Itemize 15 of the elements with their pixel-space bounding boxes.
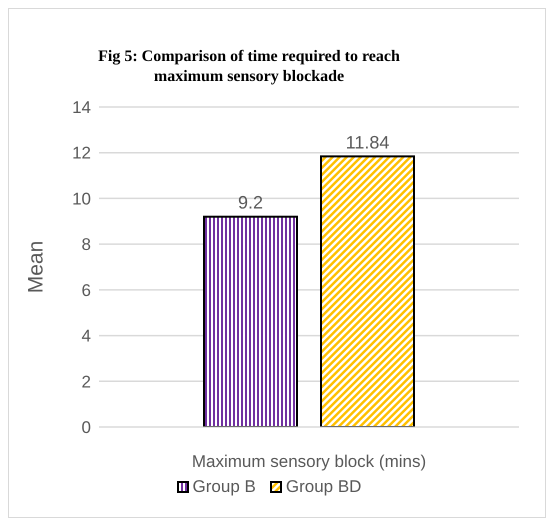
legend-label: Group BD [284,477,362,497]
x-axis-title: Maximum sensory block (mins) [192,452,426,471]
y-tick-label: 12 [72,144,91,163]
legend-label: Group B [192,477,256,497]
chart-title: Fig 5: Comparison of time required to reach maximum sensory blockade [97,47,401,87]
data-label: 9.2 [238,192,264,213]
y-tick-label: 4 [82,326,91,346]
y-tick-label: 8 [82,235,91,254]
y-tick-label: 10 [72,189,91,208]
data-label: 11.84 [346,132,390,152]
y-axis-title: Mean [24,240,48,294]
y-tick-label: 0 [82,418,91,438]
y-tick-label: 2 [82,372,91,392]
y-tick-label: 6 [82,280,91,300]
y-tick-label: 14 [72,98,91,118]
